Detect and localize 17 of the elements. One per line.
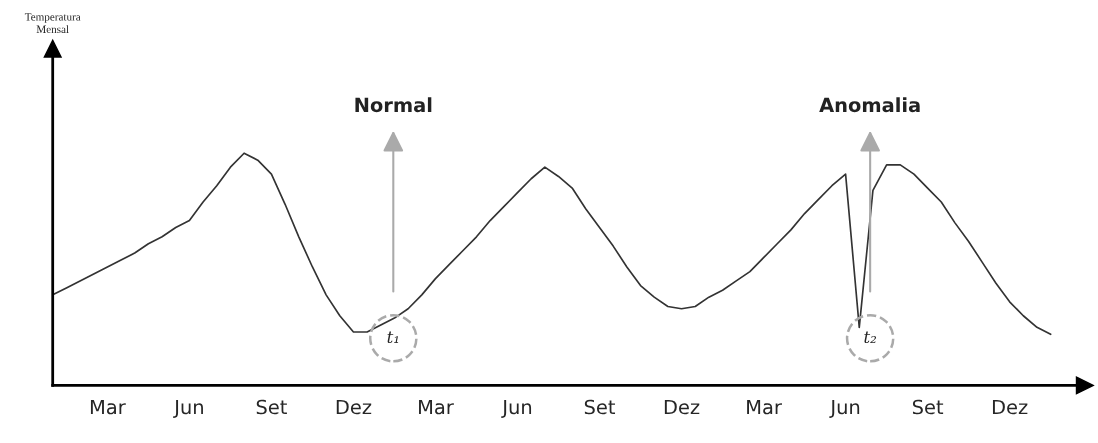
- x-tick-label: Set: [256, 399, 287, 415]
- x-tick-label: Mar: [90, 399, 126, 415]
- annotation: t₂: [864, 331, 877, 344]
- x-tick-label: Jun: [501, 399, 532, 418]
- x-tick-label: Set: [584, 399, 616, 415]
- annotation: t₁: [387, 331, 399, 344]
- text: Normal: [355, 97, 432, 113]
- x-tick-label: Dez: [336, 399, 372, 415]
- text: Temperatura Mensal: [24, 13, 81, 34]
- x-tick-label: Jun: [173, 399, 203, 418]
- x-tick-label: Dez: [664, 399, 700, 415]
- text: Anomalia: [819, 97, 920, 113]
- x-tick-label: Mar: [419, 399, 454, 415]
- x-tick-label: Mar: [747, 399, 782, 415]
- x-tick-label: Set: [912, 399, 944, 415]
- x-tick-label: Dez: [992, 399, 1028, 415]
- x-tick-label: Jun: [829, 399, 860, 418]
